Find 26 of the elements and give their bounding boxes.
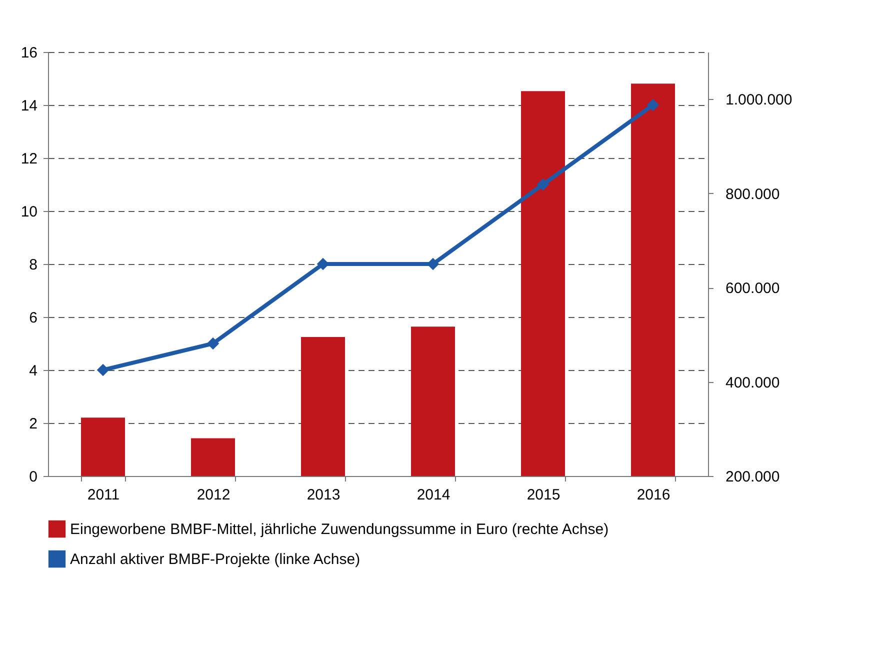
point bbox=[536, 178, 550, 191]
y2-tick-label: 800.000 bbox=[726, 186, 780, 203]
y2-tick-label: 1.000.000 bbox=[726, 92, 792, 109]
point bbox=[206, 337, 220, 350]
y-tick-label: 4 bbox=[29, 362, 38, 380]
point bbox=[96, 364, 110, 376]
y-tick-label: 10 bbox=[20, 204, 38, 220]
y-tick-label: 12 bbox=[20, 150, 38, 168]
x-tick-label: 2013 bbox=[306, 486, 340, 504]
y-tick-label: 8 bbox=[29, 256, 38, 274]
x-tick-label: 2015 bbox=[526, 486, 560, 504]
y-tick-label: 16 bbox=[20, 44, 38, 62]
x-tick-label: 2011 bbox=[87, 486, 120, 504]
legend-label: Eingeworbene BMBF-Mittel, jährliche Zuwendungssumme in Euro (rechte Achse) bbox=[70, 521, 609, 538]
y2-tick-label: 400.000 bbox=[726, 374, 780, 392]
y-tick-label: 6 bbox=[29, 310, 38, 326]
y-tick-label: 2 bbox=[29, 416, 38, 432]
y-tick-label: 14 bbox=[20, 98, 38, 114]
x-tick-label: 2012 bbox=[196, 486, 230, 504]
point bbox=[646, 98, 660, 112]
legend-label: Anzahl aktiver BMBF-Projekte (linke Achse) bbox=[70, 551, 360, 568]
x-tick-label: 2016 bbox=[636, 486, 670, 504]
x-tick-label: 2014 bbox=[416, 486, 450, 504]
y2-tick-label: 200.000 bbox=[726, 468, 780, 486]
y2-tick-label: 600.000 bbox=[726, 280, 780, 298]
y-tick-label: 0 bbox=[29, 468, 38, 486]
